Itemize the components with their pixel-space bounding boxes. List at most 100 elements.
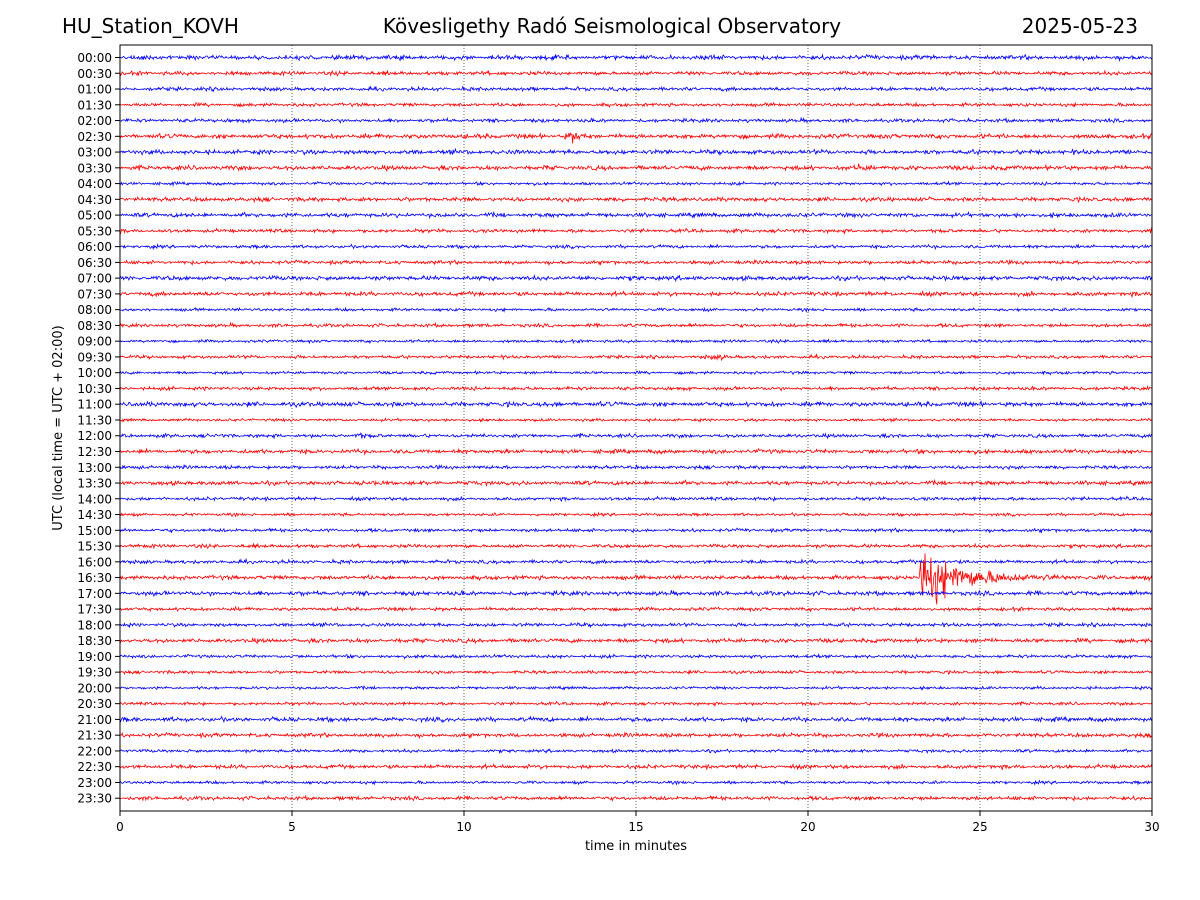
row-time-label: 09:00	[77, 335, 112, 349]
trace-1600	[119, 557, 1153, 566]
row-time-label: 18:00	[77, 618, 112, 632]
trace-1200	[119, 432, 1153, 440]
trace-1830	[119, 636, 1153, 645]
row-time-label: 22:00	[77, 744, 112, 758]
row-time-label: 11:30	[77, 413, 112, 427]
row-time-label: 15:30	[77, 540, 112, 554]
trace-1630	[119, 553, 1153, 605]
trace-0330	[119, 163, 1153, 173]
row-time-label: 11:00	[77, 398, 112, 412]
trace-1700	[119, 589, 1153, 598]
row-time-label: 22:30	[77, 760, 112, 774]
row-time-label: 13:30	[77, 477, 112, 491]
observatory-title: Kövesligethy Radó Seismological Observat…	[382, 14, 842, 38]
x-tick-label: 20	[800, 820, 815, 834]
trace-0530	[119, 227, 1153, 235]
row-time-label: 08:00	[77, 303, 112, 317]
trace-0830	[119, 321, 1153, 329]
trace-2200	[119, 748, 1153, 755]
row-time-label: 01:00	[77, 83, 112, 97]
row-time-label: 21:30	[77, 729, 112, 743]
row-time-label: 16:30	[77, 571, 112, 585]
trace-0800	[119, 306, 1153, 313]
row-time-label: 17:30	[77, 603, 112, 617]
trace-0030	[119, 69, 1153, 77]
trace-2300	[119, 779, 1153, 786]
trace-1000	[119, 369, 1153, 376]
row-time-label: 03:00	[77, 146, 112, 160]
trace-1330	[119, 478, 1153, 488]
trace-0730	[119, 290, 1153, 299]
station-name: HU_Station_KOVH	[62, 14, 239, 38]
trace-1530	[119, 542, 1153, 550]
row-time-label: 20:00	[77, 681, 112, 695]
row-time-label: 12:30	[77, 445, 112, 459]
trace-0100	[119, 85, 1153, 93]
x-tick-label: 25	[972, 820, 987, 834]
row-time-label: 07:00	[77, 272, 112, 286]
row-time-label: 14:00	[77, 492, 112, 506]
trace-0230	[119, 132, 1153, 144]
row-time-label: 05:00	[77, 209, 112, 223]
row-time-label: 15:00	[77, 524, 112, 538]
trace-2230	[119, 762, 1153, 771]
trace-1030	[119, 384, 1153, 392]
row-time-label: 02:00	[77, 114, 112, 128]
trace-0600	[119, 242, 1153, 251]
trace-1800	[119, 621, 1153, 629]
row-time-label: 10:00	[77, 366, 112, 380]
trace-1730	[119, 605, 1153, 613]
row-time-label: 06:00	[77, 240, 112, 254]
x-tick-label: 5	[288, 820, 296, 834]
trace-1100	[119, 399, 1153, 409]
trace-0430	[119, 195, 1153, 204]
trace-0300	[119, 147, 1153, 157]
trace-0130	[119, 101, 1153, 108]
row-time-label: 16:00	[77, 555, 112, 569]
row-time-label: 04:30	[77, 193, 112, 207]
row-time-label: 20:30	[77, 697, 112, 711]
row-time-label: 13:00	[77, 461, 112, 475]
trace-0930	[119, 353, 1153, 362]
row-time-label: 06:30	[77, 256, 112, 270]
row-time-label: 18:30	[77, 634, 112, 648]
row-time-label: 17:00	[77, 587, 112, 601]
row-time-label: 14:30	[77, 508, 112, 522]
trace-1300	[119, 463, 1153, 471]
trace-2330	[119, 794, 1153, 802]
trace-1400	[119, 495, 1153, 503]
row-time-label: 00:00	[77, 51, 112, 65]
trace-1500	[119, 527, 1153, 534]
x-axis-label: time in minutes	[585, 839, 687, 854]
trace-0000	[119, 53, 1153, 62]
row-time-label: 04:00	[77, 177, 112, 191]
x-tick-label: 30	[1144, 820, 1159, 834]
row-time-label: 00:30	[77, 67, 112, 81]
row-time-label: 08:30	[77, 319, 112, 333]
row-time-label: 07:30	[77, 287, 112, 301]
trace-2030	[119, 700, 1153, 707]
row-time-label: 19:00	[77, 650, 112, 664]
row-time-label: 23:30	[77, 792, 112, 806]
trace-1900	[119, 652, 1153, 660]
plot-date: 2025-05-23	[1021, 14, 1138, 38]
row-time-label: 23:00	[77, 776, 112, 790]
trace-0400	[119, 180, 1153, 187]
row-time-label: 02:30	[77, 130, 112, 144]
x-tick-label: 0	[116, 820, 124, 834]
row-time-label: 19:30	[77, 666, 112, 680]
trace-0630	[119, 258, 1153, 267]
x-axis-ticks: 0 5 10 15 20 25 30	[116, 811, 1160, 834]
trace-1130	[120, 417, 1153, 423]
plot-area	[120, 45, 1152, 811]
row-time-label: 05:30	[77, 224, 112, 238]
x-tick-label: 10	[456, 820, 471, 834]
trace-0900	[119, 338, 1153, 345]
trace-1430	[119, 511, 1153, 518]
trace-0200	[119, 116, 1152, 124]
row-time-label: 12:00	[77, 429, 112, 443]
trace-2100	[119, 715, 1153, 724]
row-time-label: 09:30	[77, 350, 112, 364]
